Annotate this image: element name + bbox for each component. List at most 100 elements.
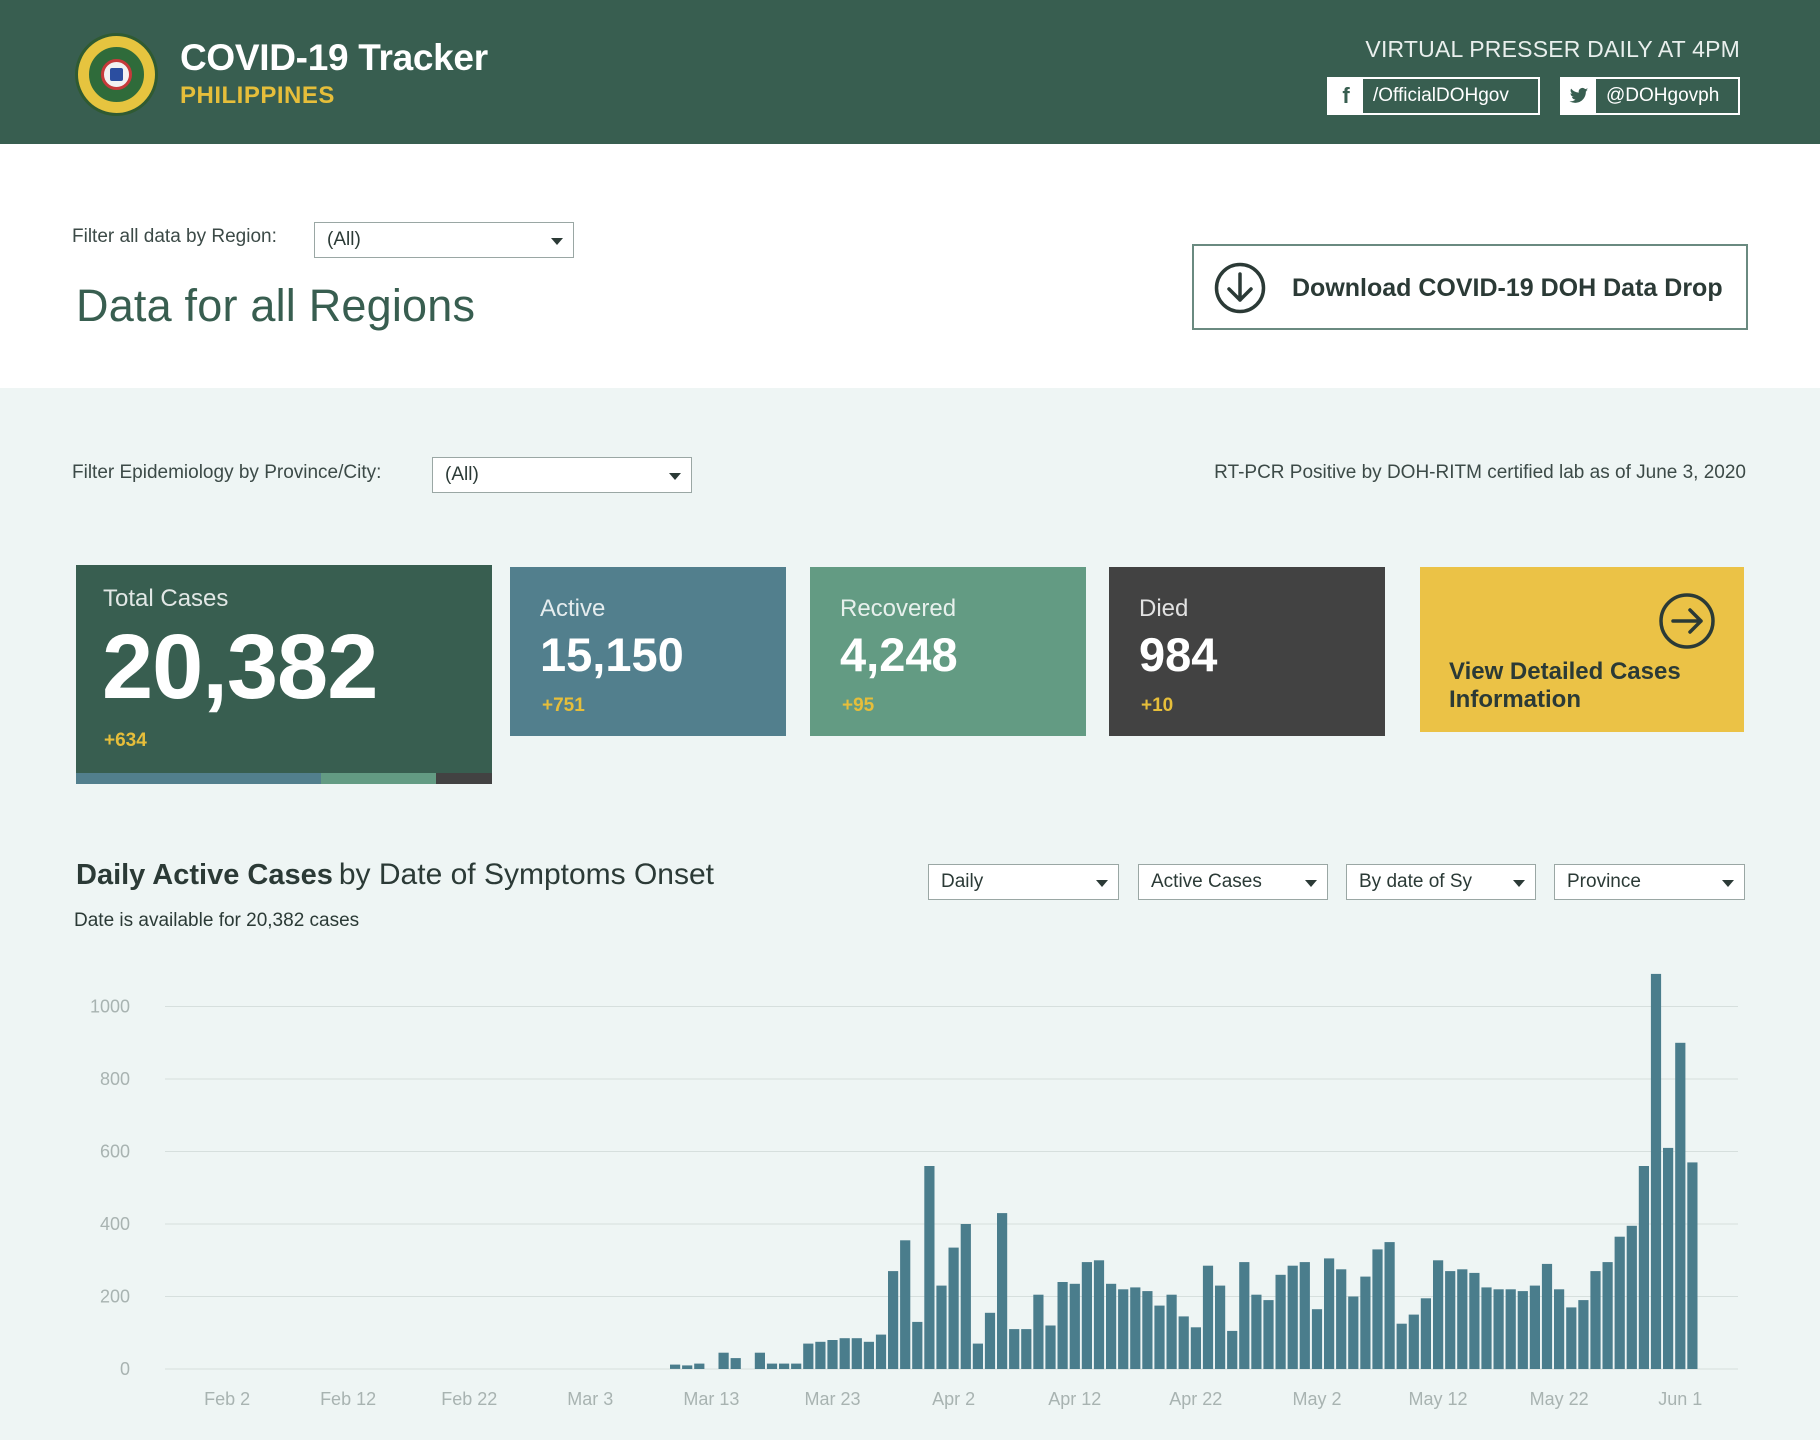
bar[interactable] <box>754 1352 765 1369</box>
bar[interactable] <box>694 1363 705 1369</box>
bar[interactable] <box>1578 1300 1589 1369</box>
bar[interactable] <box>972 1343 983 1369</box>
bar[interactable] <box>1299 1262 1310 1369</box>
bar[interactable] <box>1614 1236 1625 1369</box>
bar[interactable] <box>1626 1225 1637 1369</box>
region-filter-label: Filter all data by Region: <box>72 226 277 247</box>
bar[interactable] <box>815 1341 826 1369</box>
chart-title-bold: Daily Active Cases <box>76 859 333 891</box>
bar[interactable] <box>936 1285 947 1369</box>
bar[interactable] <box>924 1166 935 1369</box>
bar[interactable] <box>1081 1262 1092 1369</box>
bar[interactable] <box>839 1338 850 1369</box>
bar[interactable] <box>1590 1271 1601 1369</box>
bar[interactable] <box>863 1341 874 1369</box>
bar[interactable] <box>1687 1162 1698 1369</box>
bar[interactable] <box>1118 1289 1129 1370</box>
bar[interactable] <box>1372 1249 1383 1369</box>
bar[interactable] <box>1457 1269 1468 1369</box>
download-data-drop-button[interactable]: Download COVID-19 DOH Data Drop <box>1192 244 1748 330</box>
app-subtitle: PHILIPPINES <box>180 82 335 109</box>
active-value: 15,150 <box>540 628 684 681</box>
bar[interactable] <box>1360 1276 1371 1369</box>
period-select[interactable]: Daily <box>928 864 1119 900</box>
bar[interactable] <box>1348 1296 1359 1370</box>
measure-select[interactable]: Active Cases <box>1138 864 1328 900</box>
bar[interactable] <box>997 1213 1008 1369</box>
view-detailed-cases-button[interactable]: View Detailed Cases Information <box>1420 567 1744 732</box>
bar[interactable] <box>1202 1265 1214 1369</box>
x-tick-label: May 22 <box>1530 1389 1589 1409</box>
bar[interactable] <box>1493 1289 1504 1370</box>
bar[interactable] <box>1227 1330 1238 1369</box>
facebook-link[interactable]: f /OfficialDOHgov <box>1327 77 1540 115</box>
bar[interactable] <box>1445 1271 1456 1369</box>
bar[interactable] <box>1069 1283 1080 1369</box>
bar[interactable] <box>1142 1291 1153 1369</box>
bar[interactable] <box>1033 1294 1044 1369</box>
bar[interactable] <box>900 1240 911 1369</box>
bar[interactable] <box>803 1343 814 1369</box>
bar[interactable] <box>1663 1147 1674 1369</box>
bar[interactable] <box>1650 973 1662 1369</box>
bar[interactable] <box>1433 1260 1444 1370</box>
twitter-link[interactable]: @DOHgovph <box>1560 77 1740 115</box>
bar[interactable] <box>1638 1166 1649 1369</box>
bar[interactable] <box>1675 1042 1686 1370</box>
bar[interactable] <box>912 1321 923 1369</box>
bar[interactable] <box>1566 1307 1577 1369</box>
bar[interactable] <box>1178 1316 1189 1369</box>
bar[interactable] <box>1154 1305 1165 1369</box>
bar[interactable] <box>888 1271 899 1369</box>
bar[interactable] <box>1263 1300 1274 1369</box>
bar[interactable] <box>1311 1309 1323 1369</box>
bar[interactable] <box>1275 1274 1286 1370</box>
bar[interactable] <box>1287 1265 1298 1369</box>
area-select[interactable]: Province <box>1554 864 1745 900</box>
bar[interactable] <box>1190 1327 1201 1369</box>
bar[interactable] <box>948 1247 959 1369</box>
bar[interactable] <box>1093 1260 1105 1370</box>
bar[interactable] <box>1541 1263 1553 1369</box>
bar[interactable] <box>1420 1298 1431 1369</box>
bar[interactable] <box>960 1224 971 1369</box>
y-tick-label: 0 <box>120 1359 130 1379</box>
bar[interactable] <box>1469 1272 1480 1369</box>
bar[interactable] <box>1106 1283 1117 1369</box>
bar[interactable] <box>1481 1287 1492 1369</box>
bar[interactable] <box>984 1312 996 1369</box>
bar[interactable] <box>1336 1269 1347 1369</box>
bar[interactable] <box>1505 1289 1516 1370</box>
bar[interactable] <box>791 1363 802 1369</box>
bar[interactable] <box>1324 1258 1335 1369</box>
bar[interactable] <box>1045 1325 1056 1370</box>
bar[interactable] <box>1215 1285 1226 1369</box>
bar[interactable] <box>670 1364 681 1369</box>
bar[interactable] <box>851 1338 862 1369</box>
bar[interactable] <box>1384 1242 1395 1369</box>
bar[interactable] <box>1396 1323 1407 1369</box>
bar[interactable] <box>1057 1282 1068 1369</box>
bar[interactable] <box>682 1365 693 1369</box>
date-basis-select[interactable]: By date of Sy <box>1346 864 1536 900</box>
bar[interactable] <box>1166 1294 1177 1369</box>
bar[interactable] <box>730 1358 741 1369</box>
bar[interactable] <box>718 1352 729 1369</box>
bar[interactable] <box>1239 1262 1250 1369</box>
bar[interactable] <box>1130 1287 1141 1369</box>
bar[interactable] <box>1554 1289 1565 1370</box>
bar[interactable] <box>1517 1291 1528 1369</box>
bar[interactable] <box>766 1363 778 1369</box>
region-filter-select[interactable]: (All) <box>314 222 574 258</box>
province-filter-select[interactable]: (All) <box>432 457 692 493</box>
bar[interactable] <box>1529 1285 1540 1369</box>
bar[interactable] <box>1009 1329 1020 1369</box>
bar[interactable] <box>1021 1329 1032 1369</box>
bar[interactable] <box>1602 1262 1613 1369</box>
bar[interactable] <box>779 1363 790 1369</box>
bar[interactable] <box>1251 1294 1262 1369</box>
bar[interactable] <box>827 1340 838 1369</box>
bar[interactable] <box>875 1334 887 1369</box>
breakdown-active <box>76 773 322 784</box>
bar[interactable] <box>1408 1314 1419 1369</box>
